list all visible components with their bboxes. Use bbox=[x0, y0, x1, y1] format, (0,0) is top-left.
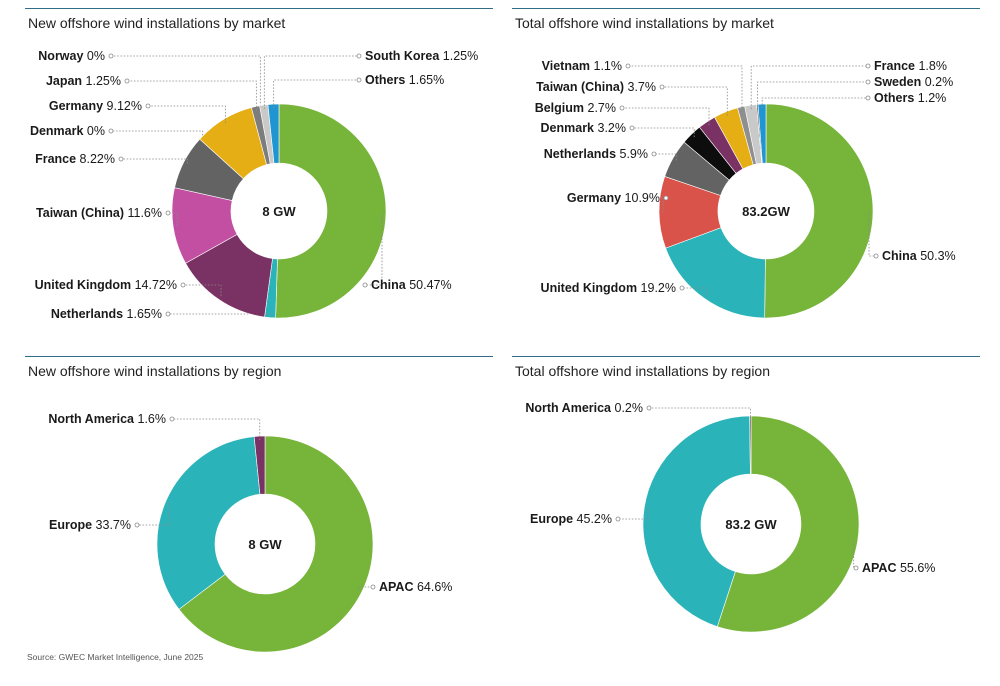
leader-dot bbox=[109, 129, 113, 133]
leader-dot bbox=[357, 78, 361, 82]
leader-dot bbox=[357, 54, 361, 58]
leader-line bbox=[274, 80, 359, 108]
data-label-sweden: Sweden 0.2% bbox=[874, 75, 953, 89]
leader-dot bbox=[866, 96, 870, 100]
leader-dot bbox=[166, 211, 170, 215]
donut-chart: China 50.47% Netherlands 1.65% United King… bbox=[25, 8, 493, 338]
center-total-label: 83.2GW bbox=[742, 204, 790, 219]
data-label-north-america: North America 1.6% bbox=[48, 412, 166, 426]
data-label-taiwan-china: Taiwan (China) 3.7% bbox=[536, 80, 656, 94]
leader-line bbox=[172, 419, 260, 440]
leader-dot bbox=[874, 254, 878, 258]
leader-dot bbox=[371, 585, 375, 589]
leader-dot bbox=[170, 417, 174, 421]
data-label-others: Others 1.2% bbox=[874, 91, 946, 105]
leader-dot bbox=[866, 64, 870, 68]
center-total-label: 8 GW bbox=[248, 537, 282, 552]
chart-panel-new-region: New offshore wind installations by regio… bbox=[25, 356, 493, 686]
slice-europe bbox=[157, 437, 260, 610]
data-label-france: France 8.22% bbox=[35, 152, 115, 166]
leader-line bbox=[632, 128, 694, 137]
leader-dot bbox=[854, 566, 858, 570]
leader-line bbox=[662, 87, 727, 116]
leader-dot bbox=[866, 80, 870, 84]
leader-dot bbox=[181, 283, 185, 287]
center-total-label: 83.2 GW bbox=[725, 517, 777, 532]
leader-line bbox=[622, 108, 709, 125]
data-label-china: China 50.47% bbox=[371, 278, 452, 292]
leader-dot bbox=[166, 312, 170, 316]
data-label-china: China 50.3% bbox=[882, 249, 956, 263]
data-label-denmark: Denmark 0% bbox=[30, 124, 105, 138]
leader-dot bbox=[620, 106, 624, 110]
data-label-apac: APAC 55.6% bbox=[862, 561, 935, 575]
donut-chart: China 50.3% United Kingdom 19.2% Germany 1… bbox=[512, 8, 980, 338]
leader-dot bbox=[616, 517, 620, 521]
leader-line bbox=[111, 131, 203, 142]
leader-dot bbox=[363, 283, 367, 287]
data-label-south-korea: South Korea 1.25% bbox=[365, 49, 478, 63]
leader-dot bbox=[647, 406, 651, 410]
leader-dot bbox=[630, 126, 634, 130]
chart-panel-total-region: Total offshore wind installations by reg… bbox=[512, 356, 980, 686]
data-label-united-kingdom: United Kingdom 19.2% bbox=[541, 281, 676, 295]
center-total-label: 8 GW bbox=[262, 204, 296, 219]
leader-dot bbox=[652, 152, 656, 156]
leader-dot bbox=[660, 85, 664, 89]
leader-line bbox=[751, 66, 868, 109]
leader-dot bbox=[680, 286, 684, 290]
data-label-apac: APAC 64.6% bbox=[379, 580, 452, 594]
leader-dot bbox=[125, 79, 129, 83]
leader-dot bbox=[146, 104, 150, 108]
data-label-europe: Europe 33.7% bbox=[49, 518, 131, 532]
leader-dot bbox=[664, 196, 668, 200]
data-label-belgium: Belgium 2.7% bbox=[535, 101, 616, 115]
leader-line bbox=[264, 56, 359, 109]
leader-dot bbox=[119, 157, 123, 161]
data-label-others: Others 1.65% bbox=[365, 73, 444, 87]
data-label-north-america: North America 0.2% bbox=[525, 401, 643, 415]
data-label-netherlands: Netherlands 1.65% bbox=[51, 307, 162, 321]
data-label-united-kingdom: United Kingdom 14.72% bbox=[35, 278, 177, 292]
data-label-japan: Japan 1.25% bbox=[46, 74, 121, 88]
data-label-france: France 1.8% bbox=[874, 59, 947, 73]
data-label-europe: Europe 45.2% bbox=[530, 512, 612, 526]
leader-line bbox=[121, 159, 188, 164]
data-label-germany: Germany 10.9% bbox=[567, 191, 660, 205]
leader-dot bbox=[626, 64, 630, 68]
leader-line bbox=[148, 106, 225, 123]
data-label-vietnam: Vietnam 1.1% bbox=[542, 59, 622, 73]
data-label-taiwan-china: Taiwan (China) 11.6% bbox=[36, 206, 162, 220]
chart-panel-new-market: New offshore wind installations by marke… bbox=[25, 8, 493, 338]
data-label-denmark: Denmark 3.2% bbox=[541, 121, 626, 135]
source-note: Source: GWEC Market Intelligence, June 2… bbox=[27, 652, 203, 662]
data-label-germany: Germany 9.12% bbox=[49, 99, 142, 113]
data-label-norway: Norway 0% bbox=[38, 49, 105, 63]
leader-dot bbox=[135, 523, 139, 527]
leader-dot bbox=[109, 54, 113, 58]
donut-chart: APAC 55.6% Europe 45.2% North America 0.2%… bbox=[512, 356, 980, 656]
donut-chart: APAC 64.6% Europe 33.7% North America 1.6%… bbox=[25, 356, 493, 656]
data-label-netherlands: Netherlands 5.9% bbox=[544, 147, 648, 161]
chart-panel-total-market: Total offshore wind installations by mar… bbox=[512, 8, 980, 338]
